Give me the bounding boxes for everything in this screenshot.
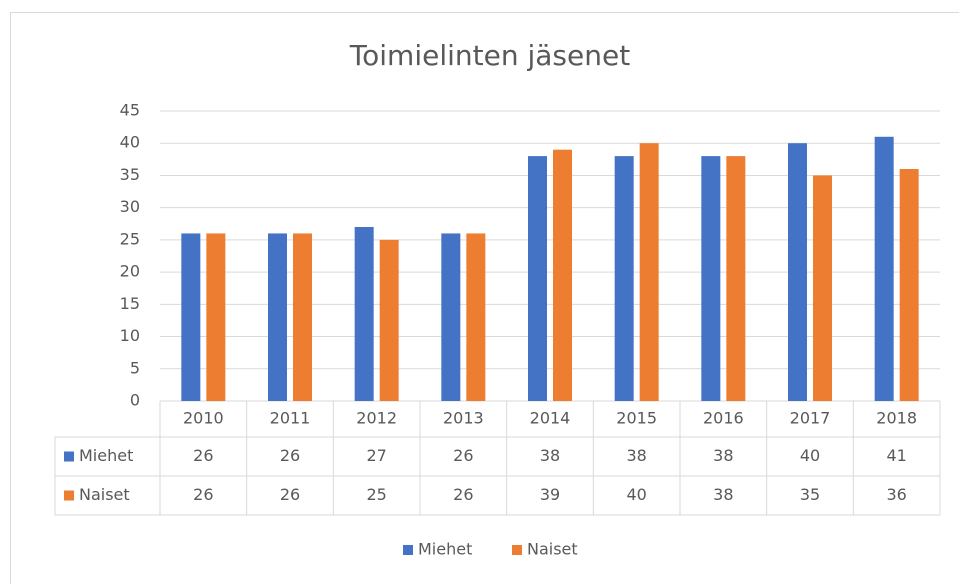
table-row-label: Naiset: [79, 485, 130, 504]
y-tick-label: 5: [130, 358, 140, 377]
y-tick-label: 30: [120, 197, 140, 216]
legend-label: Miehet: [418, 540, 472, 559]
bar: [726, 156, 746, 401]
bar: [268, 233, 287, 401]
table-cell: 38: [540, 446, 560, 465]
legend-label: Naiset: [527, 540, 578, 559]
table-cell: 38: [713, 446, 733, 465]
bar: [614, 156, 634, 401]
legend-key: [403, 545, 413, 555]
table-cell: 40: [626, 485, 646, 504]
table-cell: 27: [366, 446, 386, 465]
table-cell: 41: [886, 446, 906, 465]
x-tick-label: 2012: [356, 409, 397, 428]
x-tick-label: 2014: [530, 409, 571, 428]
x-tick-label: 2017: [790, 409, 831, 428]
bar: [293, 233, 312, 401]
table-cell: 35: [800, 485, 820, 504]
bar: [899, 169, 919, 401]
x-tick-label: 2011: [270, 409, 311, 428]
y-tick-label: 40: [120, 133, 140, 152]
table-cell: 26: [193, 446, 213, 465]
chart-title: Toimielinten jäsenet: [349, 39, 630, 72]
y-tick-label: 15: [120, 294, 140, 313]
bar: [788, 143, 807, 401]
table-cell: 26: [280, 446, 300, 465]
table-cell: 25: [366, 485, 386, 504]
table-cell: 39: [540, 485, 560, 504]
bar: [639, 143, 659, 401]
bar: [206, 233, 226, 401]
bar: [181, 233, 201, 401]
bar: [874, 136, 894, 401]
y-tick-label: 10: [120, 326, 140, 345]
table-legend-key: [64, 451, 74, 462]
x-tick-label: 2010: [183, 409, 224, 428]
bar: [466, 233, 486, 401]
bar: [528, 156, 547, 401]
table-row-label: Miehet: [79, 446, 133, 465]
bar: [701, 156, 721, 401]
table-cell: 36: [886, 485, 906, 504]
bar: [441, 233, 461, 401]
bar: [813, 175, 832, 401]
table-cell: 38: [713, 485, 733, 504]
x-tick-label: 2016: [703, 409, 744, 428]
table-cell: 26: [280, 485, 300, 504]
y-tick-label: 25: [120, 229, 140, 248]
y-tick-label: 45: [120, 101, 140, 120]
bar: [354, 227, 374, 401]
y-tick-label: 35: [120, 165, 140, 184]
table-legend-key: [64, 490, 74, 501]
y-tick-label: 0: [130, 391, 140, 410]
x-tick-label: 2015: [616, 409, 657, 428]
table-cell: 26: [453, 485, 473, 504]
table-cell: 38: [626, 446, 646, 465]
table-cell: 26: [453, 446, 473, 465]
bar: [553, 149, 572, 401]
bar: [379, 239, 399, 401]
x-tick-label: 2018: [876, 409, 917, 428]
y-tick-label: 20: [120, 262, 140, 281]
x-tick-label: 2013: [443, 409, 484, 428]
legend-key: [512, 545, 522, 555]
table-cell: 26: [193, 485, 213, 504]
table-cell: 40: [800, 446, 820, 465]
